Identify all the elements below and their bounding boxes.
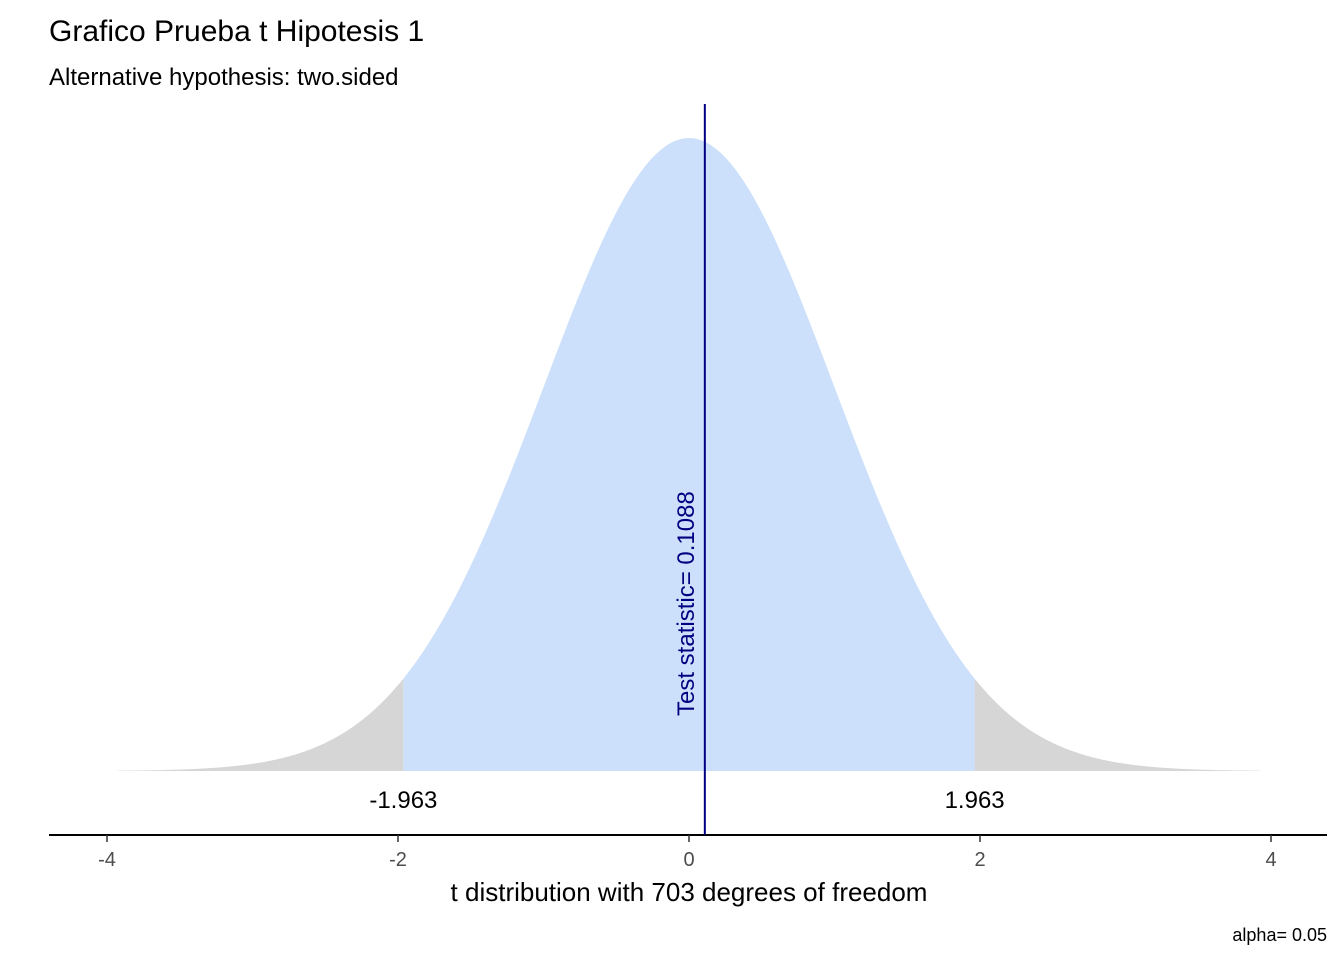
alpha-caption: alpha= 0.05 bbox=[1232, 925, 1327, 945]
chart-title: Grafico Prueba t Hipotesis 1 bbox=[49, 15, 424, 48]
x-tick-label: 4 bbox=[1265, 849, 1276, 871]
x-tick-label: 0 bbox=[683, 849, 694, 871]
rejection-region-left bbox=[117, 678, 404, 771]
x-axis-title: t distribution with 703 degrees of freed… bbox=[451, 877, 928, 907]
rejection-region-right bbox=[974, 678, 1261, 771]
acceptance-region bbox=[403, 138, 975, 771]
chart-subtitle: Alternative hypothesis: two.sided bbox=[49, 64, 399, 91]
x-tick-label: -2 bbox=[389, 849, 407, 871]
test-statistic-label: Test statistic= 0.1088 bbox=[673, 491, 700, 716]
x-tick-label: 2 bbox=[974, 849, 985, 871]
x-tick-label: -4 bbox=[98, 849, 116, 871]
critical-value-right-label: 1.963 bbox=[945, 787, 1005, 814]
plot-area: -1.963 1.963 -4 -2 0 2 4 Test statistic= 0.1088 bbox=[49, 104, 1327, 871]
critical-value-left-label: -1.963 bbox=[369, 787, 437, 814]
